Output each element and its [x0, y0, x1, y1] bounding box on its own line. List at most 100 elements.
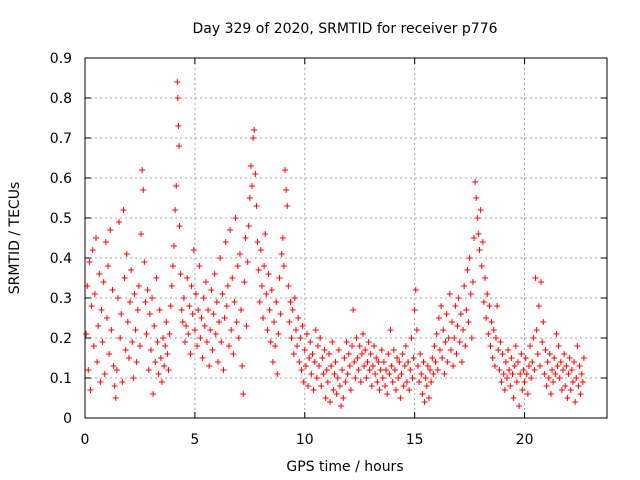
data-point-marker — [316, 363, 323, 369]
data-point-marker — [178, 307, 185, 313]
data-point-marker — [141, 259, 148, 265]
data-point-marker — [411, 307, 418, 313]
data-point-marker — [473, 195, 480, 201]
data-point-marker — [121, 275, 128, 281]
data-point-marker — [103, 315, 110, 321]
data-point-marker — [508, 355, 515, 361]
data-point-marker — [478, 263, 485, 269]
data-point-marker — [249, 183, 256, 189]
data-point-marker — [142, 299, 149, 305]
data-point-marker — [311, 359, 318, 365]
data-point-marker — [305, 383, 312, 389]
data-point-marker — [398, 371, 405, 377]
data-point-marker — [445, 335, 452, 341]
data-point-marker — [325, 351, 332, 357]
data-point-marker — [560, 367, 567, 373]
data-point-marker — [234, 263, 241, 269]
data-point-marker — [550, 379, 557, 385]
data-point-marker — [477, 207, 484, 213]
data-point-marker — [261, 263, 268, 269]
data-point-marker — [211, 271, 218, 277]
data-point-marker — [552, 371, 559, 377]
data-point-marker — [546, 351, 553, 357]
data-point-marker — [139, 167, 146, 173]
data-point-marker — [505, 347, 512, 353]
data-point-marker — [531, 367, 538, 373]
data-point-marker — [230, 351, 237, 357]
data-point-marker — [422, 375, 429, 381]
data-point-marker — [109, 287, 116, 293]
data-point-marker — [175, 123, 182, 129]
data-point-marker — [463, 307, 470, 313]
data-point-marker — [97, 379, 104, 385]
data-point-marker — [231, 299, 238, 305]
data-point-marker — [393, 387, 400, 393]
data-point-marker — [390, 347, 397, 353]
data-point-marker — [517, 371, 524, 377]
data-point-marker — [334, 375, 341, 381]
y-tick-label: 0 — [63, 411, 72, 427]
data-point-marker — [449, 319, 456, 325]
data-point-marker — [300, 379, 307, 385]
data-point-marker — [207, 327, 214, 333]
data-point-marker — [345, 351, 352, 357]
data-point-marker — [309, 351, 316, 357]
plot-frame — [84, 57, 608, 419]
data-point-marker — [294, 343, 301, 349]
axis-ticks — [84, 57, 607, 419]
data-point-marker — [408, 335, 415, 341]
data-point-marker — [165, 367, 172, 373]
data-point-marker — [130, 375, 137, 381]
data-point-marker — [129, 339, 136, 345]
data-point-marker — [503, 375, 510, 381]
data-point-marker — [466, 255, 473, 261]
data-point-marker — [116, 219, 123, 225]
data-point-marker — [453, 351, 460, 357]
data-point-marker — [525, 363, 532, 369]
data-point-marker — [301, 347, 308, 353]
data-point-marker — [327, 399, 334, 405]
data-point-marker — [533, 327, 540, 333]
data-point-marker — [176, 143, 183, 149]
data-point-marker — [542, 347, 549, 353]
data-point-marker — [544, 359, 551, 365]
data-point-marker — [235, 335, 242, 341]
data-point-marker — [386, 371, 393, 377]
y-tick-labels: 0 0.1 0.2 0.3 0.4 0.5 0.6 0.7 0.8 0.9 — [50, 51, 72, 427]
data-point-marker — [298, 367, 305, 373]
x-tick-label: 10 — [296, 432, 314, 448]
data-point-marker — [522, 355, 529, 361]
data-point-marker — [101, 371, 108, 377]
data-point-marker — [333, 391, 340, 397]
data-point-marker — [310, 387, 317, 393]
data-point-marker — [272, 343, 279, 349]
data-point-marker — [427, 367, 434, 373]
data-point-marker — [402, 343, 409, 349]
data-point-marker — [407, 367, 414, 373]
data-point-marker — [555, 343, 562, 349]
data-point-marker — [317, 335, 324, 341]
data-point-marker — [476, 247, 483, 253]
data-point-marker — [174, 79, 181, 85]
data-point-marker — [251, 127, 258, 133]
data-point-marker — [286, 319, 293, 325]
data-point-marker — [529, 359, 536, 365]
data-point-marker — [282, 167, 289, 173]
data-point-marker — [292, 327, 299, 333]
data-point-marker — [483, 315, 490, 321]
data-point-marker — [206, 363, 213, 369]
data-point-marker — [572, 399, 579, 405]
data-point-marker — [153, 275, 160, 281]
data-point-marker — [119, 379, 126, 385]
data-point-marker — [321, 347, 328, 353]
data-point-marker — [524, 391, 531, 397]
data-point-marker — [347, 387, 354, 393]
data-point-marker — [567, 387, 574, 393]
data-point-marker — [229, 275, 236, 281]
data-point-marker — [154, 339, 161, 345]
data-point-marker — [391, 367, 398, 373]
gridlines — [85, 58, 607, 418]
data-point-marker — [262, 231, 269, 237]
data-point-marker — [174, 95, 181, 101]
